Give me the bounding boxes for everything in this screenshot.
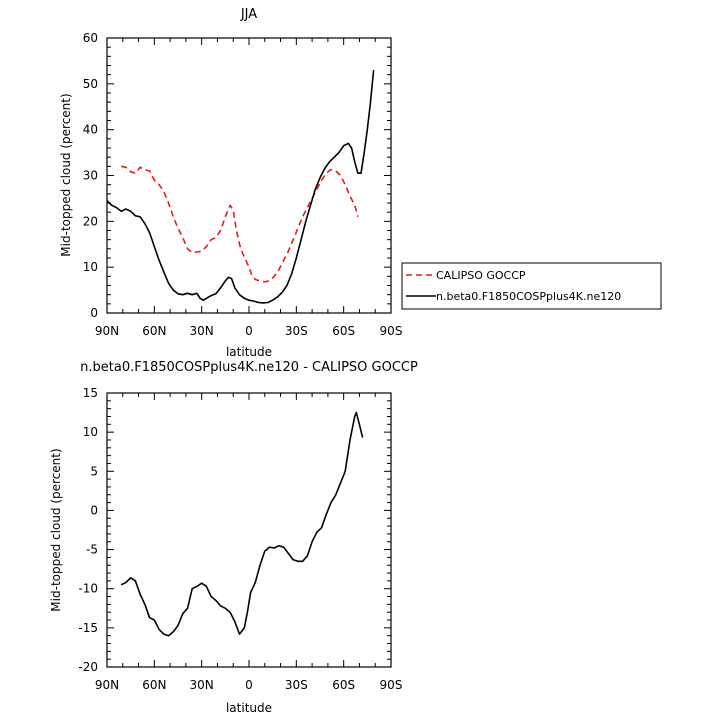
bottom-x-tick-label: 30N [190,678,214,692]
bottom-y-tick-label: 15 [83,386,98,400]
top-series-line-0 [121,165,359,283]
top-y-tick-label: 0 [90,306,98,320]
bottom-x-tick-label: 60S [332,678,355,692]
top-y-tick-label: 20 [83,214,98,228]
top-x-tick-label: 30S [285,324,308,338]
bottom-y-tick-label: 5 [90,464,98,478]
top-y-tick-label: 30 [83,169,98,183]
top-y-tick-label: 50 [83,77,98,91]
legend: CALIPSO GOCCP n.beta0.F1850COSPplus4K.ne… [401,262,662,310]
bottom-x-tick-label: 90S [380,678,403,692]
bottom-y-tick-label: -10 [78,582,98,596]
top-x-axis-label: latitude [226,345,272,359]
bottom-panel: n.beta0.F1850COSPplus4K.ne120 - CALIPSO … [49,360,418,715]
top-x-tick-label: 90S [380,324,403,338]
bottom-y-tick-label: -5 [86,543,98,557]
bottom-plot-frame [106,392,392,668]
bottom-x-tick-label: 60N [142,678,166,692]
top-panel: JJA latitude Mid-topped cloud (percent) … [59,7,402,359]
bottom-y-tick-label: 0 [90,503,98,517]
top-x-tick-label: 0 [245,324,253,338]
top-series-line-1 [106,70,375,304]
bottom-y-axis-label: Mid-topped cloud (percent) [49,448,63,611]
legend-label-model: n.beta0.F1850COSPplus4K.ne120 [436,290,621,303]
bottom-x-axis-label: latitude [226,701,272,715]
legend-label-calipso: CALIPSO GOCCP [436,269,526,282]
top-x-tick-label: 60S [332,324,355,338]
bottom-x-tick-label: 0 [245,678,253,692]
bottom-y-tick-label: -15 [78,621,98,635]
top-y-tick-label: 60 [83,31,98,45]
top-x-tick-label: 30N [190,324,214,338]
top-plot-frame [106,37,392,314]
bottom-x-tick-label: 90N [95,678,119,692]
top-y-tick-label: 40 [83,123,98,137]
top-chart-title: JJA [240,7,257,22]
bottom-y-tick-label: -20 [78,660,98,674]
bottom-x-tick-label: 30S [285,678,308,692]
bottom-y-tick-label: 10 [83,425,98,439]
top-y-axis-label: Mid-topped cloud (percent) [59,93,73,256]
bottom-chart-title: n.beta0.F1850COSPplus4K.ne120 - CALIPSO … [80,360,418,375]
top-y-tick-label: 10 [83,260,98,274]
top-x-tick-label: 60N [142,324,166,338]
top-x-tick-label: 90N [95,324,119,338]
legend-box [401,262,662,310]
bottom-series-line-0 [120,411,364,637]
